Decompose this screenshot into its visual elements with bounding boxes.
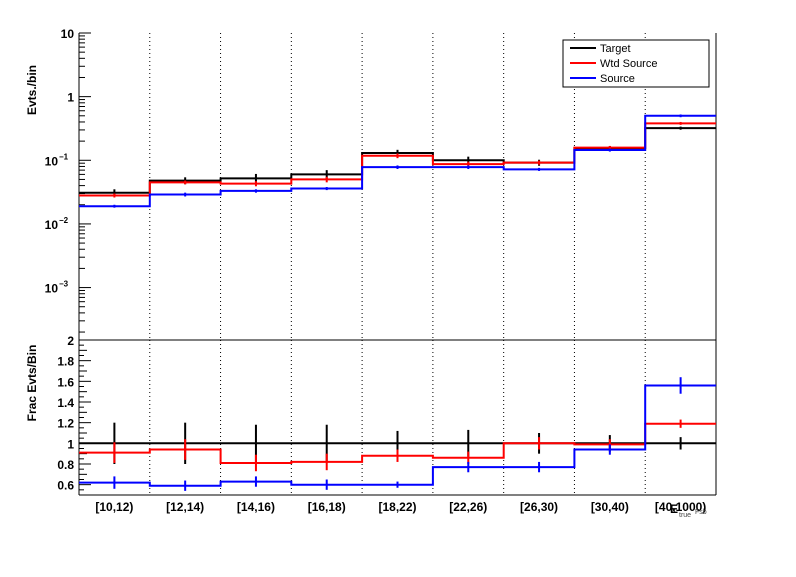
x-tick-label: [16,18) (308, 500, 346, 514)
upper-y-tick-label: 10 (45, 154, 59, 168)
upper-y-tick-label: 10 (45, 218, 59, 232)
legend-label: Target (600, 43, 631, 55)
legend-label: Source (600, 73, 635, 85)
x-tick-label: [30,40) (591, 500, 629, 514)
upper-series (79, 114, 716, 208)
x-axis-title: E true Fsb (670, 502, 707, 519)
lower-y-ticks: 0.6 0.8 1 1.2 1.4 1.6 1.8 2 (57, 334, 91, 496)
upper-y-tick-exponent: −2 (59, 216, 69, 225)
legend: Target Wtd Source Source (562, 39, 710, 88)
x-tick-label: [40,1000) (655, 500, 706, 514)
x-tick-label: [18,22) (378, 500, 416, 514)
lower-y-tick-label: 0.6 (57, 479, 74, 493)
upper-y-tick-label: 1 (67, 91, 74, 105)
x-tick-label: [10,12) (95, 500, 133, 514)
lower-series (79, 377, 716, 491)
x-tick-label: [26,30) (520, 500, 558, 514)
lower-y-tick-label: 2 (67, 334, 74, 348)
lower-y-tick-label: 1 (67, 437, 74, 451)
upper-y-axis-title: Evts./bin (25, 65, 39, 115)
lower-panel: 0.6 0.8 1 1.2 1.4 1.6 1.8 2 Frac Evts/Bin (25, 334, 717, 496)
x-axis-title-main: E (670, 502, 678, 516)
x-tick-labels: [10,12) [12,14) [14,16) [16,18) [18,22) [22,2… (95, 500, 706, 514)
x-axis-title-sub: true (679, 512, 691, 519)
lower-y-tick-label: 1.4 (57, 396, 74, 410)
legend-label: Wtd Source (600, 58, 657, 70)
lower-y-tick-label: 0.8 (57, 458, 74, 472)
upper-source-line (79, 114, 716, 208)
lower-y-tick-label: 1.2 (57, 417, 74, 431)
upper-y-tick-exponent: −1 (59, 152, 69, 161)
upper-y-tick-exponent: −3 (59, 280, 69, 289)
x-tick-label: [22,26) (449, 500, 487, 514)
lower-y-tick-label: 1.8 (57, 355, 74, 369)
x-tick-label: [14,16) (237, 500, 275, 514)
x-axis-title-sup: Fsb (695, 509, 707, 516)
lower-y-axis-title: Frac Evts/Bin (25, 345, 39, 422)
upper-y-tick-label: 10 (45, 282, 59, 296)
x-tick-label: [12,14) (166, 500, 204, 514)
lower-y-tick-label: 1.6 (57, 375, 74, 389)
upper-y-tick-label: 10 (61, 27, 75, 41)
legend-entries: Target Wtd Source Source (570, 43, 657, 85)
